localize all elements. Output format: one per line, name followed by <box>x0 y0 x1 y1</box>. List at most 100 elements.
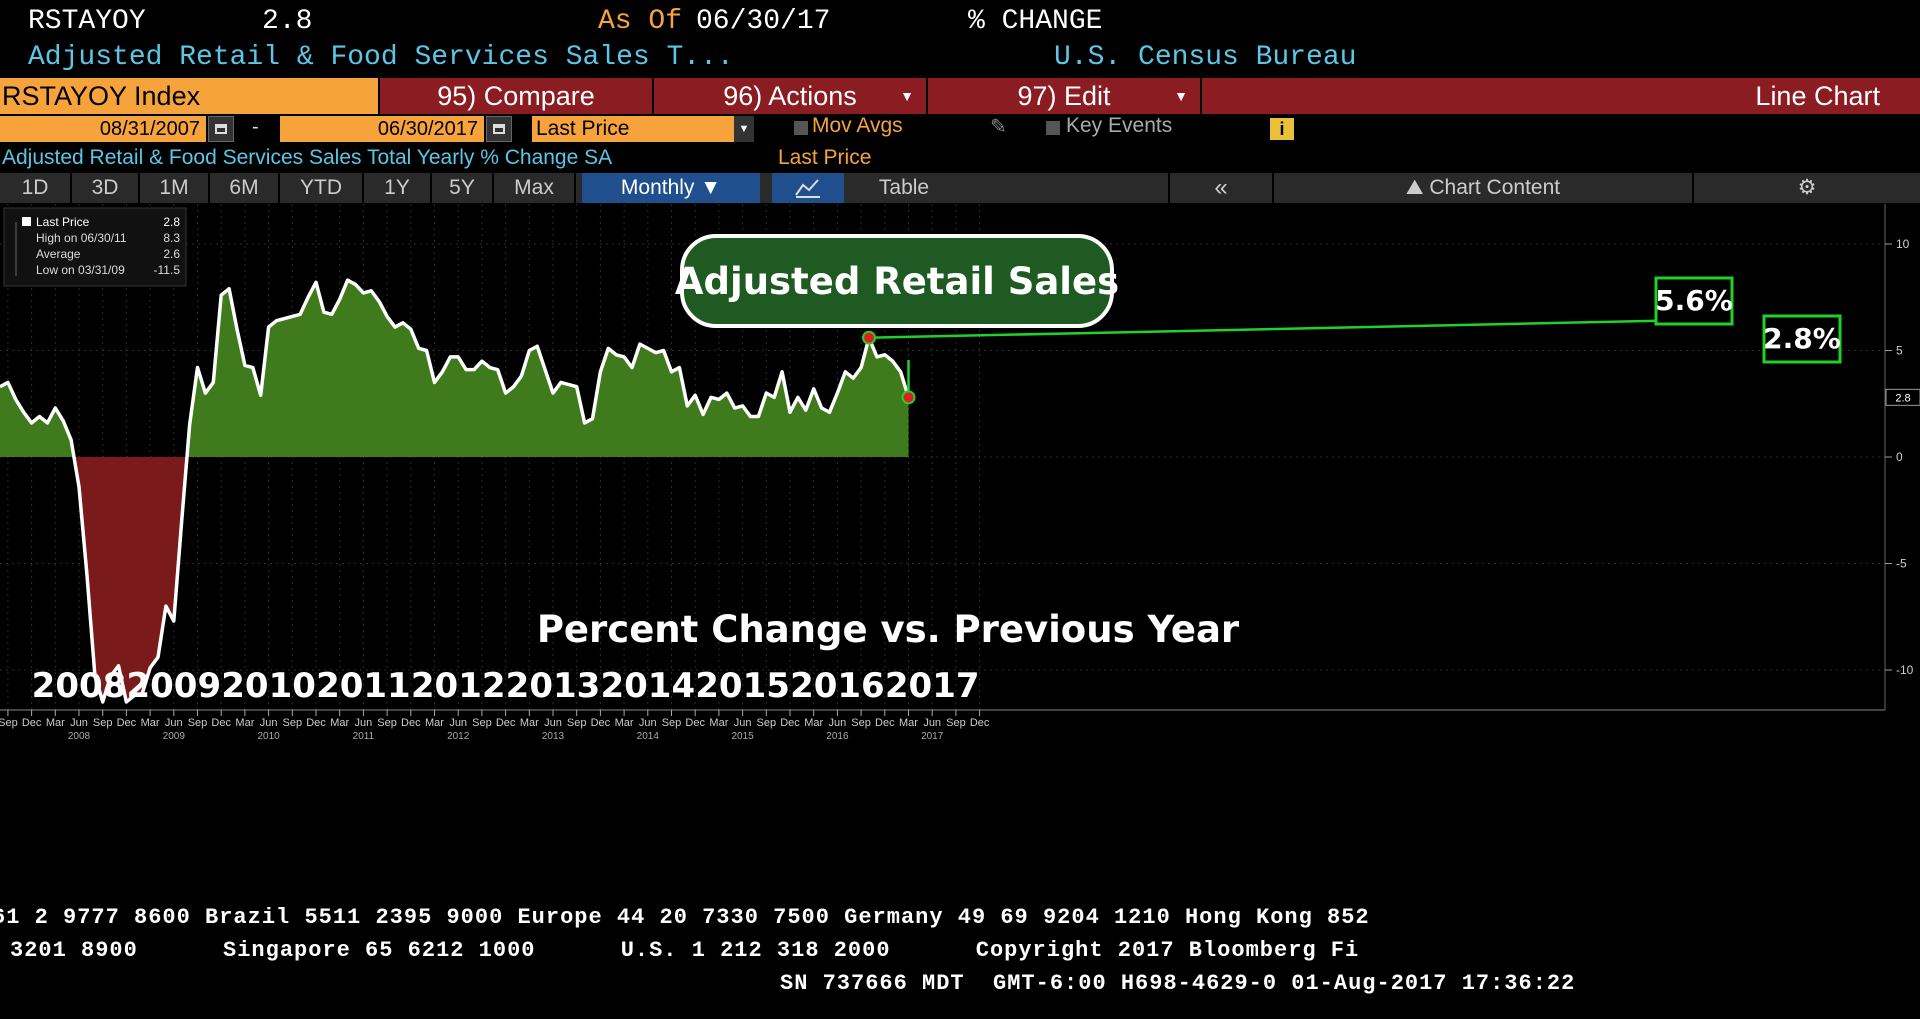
ticker-symbol: RSTAYOY <box>28 6 146 37</box>
negative-area <box>0 457 909 702</box>
start-date-input[interactable]: 08/31/2007 <box>0 116 206 142</box>
x-tick-label: Dec <box>970 717 990 729</box>
period-bar <box>0 173 1920 203</box>
callout-high-marker <box>862 330 876 345</box>
x-tick-label: Jun <box>734 717 752 729</box>
period-ytd[interactable]: YTD <box>300 176 342 199</box>
year-label: 2016 <box>790 666 885 706</box>
actions-label: 96) Actions <box>723 81 857 111</box>
calendar-icon[interactable] <box>486 116 512 142</box>
legend-value: 8.3 <box>163 231 180 245</box>
x-tick-label: Mar <box>520 717 539 729</box>
x-tick-label: Mar <box>235 717 254 729</box>
data-source: U.S. Census Bureau <box>1054 42 1357 73</box>
chart-type-label[interactable]: Line Chart <box>1202 78 1920 114</box>
callout-last-label: 2.8% <box>1763 322 1841 355</box>
last-value-tag-label: 2.8 <box>1895 392 1910 404</box>
x-tick-label: Jun <box>70 717 88 729</box>
x-year-sub-label: 2009 <box>163 731 186 742</box>
x-tick-label: Sep <box>188 717 208 729</box>
last-value-tag <box>1885 388 1920 406</box>
x-tick-label: Mar <box>615 717 634 729</box>
x-year-sub-label: 2008 <box>68 731 91 742</box>
x-tick-label: Jun <box>639 717 657 729</box>
x-tick-label: Jun <box>165 717 183 729</box>
series-description: Adjusted Retail & Food Services Sales T.… <box>28 42 734 73</box>
table-view-button[interactable]: Table <box>878 176 930 199</box>
x-tick-label: Sep <box>377 717 397 729</box>
collapse-icon[interactable]: « <box>1214 174 1228 201</box>
x-year-sub-label: 2016 <box>826 731 849 742</box>
period-1m[interactable]: 1M <box>159 176 189 199</box>
year-label: 2008 <box>32 666 127 706</box>
legend-label: Average <box>36 247 81 261</box>
key-events-checkbox[interactable] <box>1046 121 1060 135</box>
line-chart[interactable]: 151050-5-102.8 SepDec2008MarJun2008SepDe… <box>0 131 1920 904</box>
chart-area[interactable]: 151050-5-102.8 SepDec2008MarJun2008SepDe… <box>0 131 1920 904</box>
year-label: 2017 <box>885 666 980 706</box>
year-label: 2015 <box>695 666 790 706</box>
x-tick-label: Jun <box>829 717 847 729</box>
x-tick-label: Sep <box>567 717 587 729</box>
period-3d[interactable]: 3D <box>91 176 119 199</box>
legend-swatch <box>22 217 31 226</box>
chart-content-icon: ⛰ <box>1405 176 1424 199</box>
x-year-sub-label: 2010 <box>257 731 280 742</box>
pencil-icon[interactable]: ✎ <box>990 116 1007 138</box>
info-icon[interactable]: i <box>1270 118 1294 140</box>
chevron-down-icon[interactable]: ▼ <box>734 116 754 142</box>
price-field-select[interactable]: Last Price <box>532 116 754 142</box>
period-6m[interactable]: 6M <box>229 176 259 199</box>
chart-content-label: Chart Content <box>1429 176 1561 199</box>
legend: Last Price 2.8 High on 06/30/11 8.3 Aver… <box>3 207 187 287</box>
x-tick-label: Mar <box>141 717 160 729</box>
x-year-sub-label: 2013 <box>542 731 565 742</box>
x-tick-label: Mar <box>804 717 823 729</box>
x-tick-label: Mar <box>899 717 918 729</box>
positive-area <box>0 280 909 457</box>
x-tick-label: Sep <box>851 717 871 729</box>
period-1y[interactable]: 1Y <box>384 176 410 199</box>
x-tick-label: Mar <box>425 717 444 729</box>
x-tick-label: Dec <box>401 717 421 729</box>
chart-view-button[interactable] <box>772 173 844 203</box>
x-tick-label: Dec <box>875 717 895 729</box>
x-tick-label: Sep <box>757 717 777 729</box>
legend-value: 2.6 <box>163 247 180 261</box>
end-date-input[interactable]: 06/30/2017 <box>280 116 484 142</box>
period-1d[interactable]: 1D <box>21 176 49 199</box>
x-tick-label: Mar <box>709 717 728 729</box>
gear-icon[interactable]: ⚙ <box>1797 176 1817 199</box>
actions-menu[interactable]: 96) Actions ▼ <box>654 78 926 114</box>
x-year-sub-label: 2012 <box>447 731 470 742</box>
legend-label: Last Price <box>36 215 90 229</box>
callout-high-label: 5.6% <box>1655 284 1733 317</box>
as-of-label: As Of <box>598 6 683 37</box>
callout-leader <box>868 318 1695 339</box>
calendar-icon[interactable] <box>208 116 234 142</box>
as-of-date: 06/30/17 <box>696 6 831 37</box>
year-label: 2009 <box>126 666 221 706</box>
year-label: 2014 <box>600 666 695 706</box>
x-tick-label: Jun <box>923 717 941 729</box>
y-tick-label: -5 <box>1896 557 1907 571</box>
footer-line-2: 3201 8900 Singapore 65 6212 1000 U.S. 1 … <box>10 938 1360 963</box>
x-tick-label: Dec <box>685 717 705 729</box>
x-tick-label: Dec <box>591 717 611 729</box>
edit-menu[interactable]: 97) Edit ▼ <box>928 78 1200 114</box>
frequency-select[interactable]: Monthly ▼ <box>582 173 760 203</box>
chart-content-button[interactable]: ⛰ Chart Content <box>1274 173 1692 203</box>
key-events-label[interactable]: Key Events <box>1066 114 1173 137</box>
mov-avgs-checkbox[interactable] <box>794 121 808 135</box>
y-tick-label: -10 <box>1896 663 1914 677</box>
compare-button[interactable]: 95) Compare <box>380 78 652 114</box>
period-max[interactable]: Max <box>514 176 554 199</box>
y-tick-label: 10 <box>1896 237 1910 251</box>
x-tick-label: Mar <box>46 717 65 729</box>
y-tick-label: 5 <box>1896 344 1903 358</box>
change-label: % CHANGE <box>968 6 1103 37</box>
year-label: 2012 <box>411 666 506 706</box>
index-field[interactable]: RSTAYOY Index <box>0 78 378 114</box>
mov-avgs-label[interactable]: Mov Avgs <box>812 114 903 137</box>
period-5y[interactable]: 5Y <box>449 176 475 199</box>
